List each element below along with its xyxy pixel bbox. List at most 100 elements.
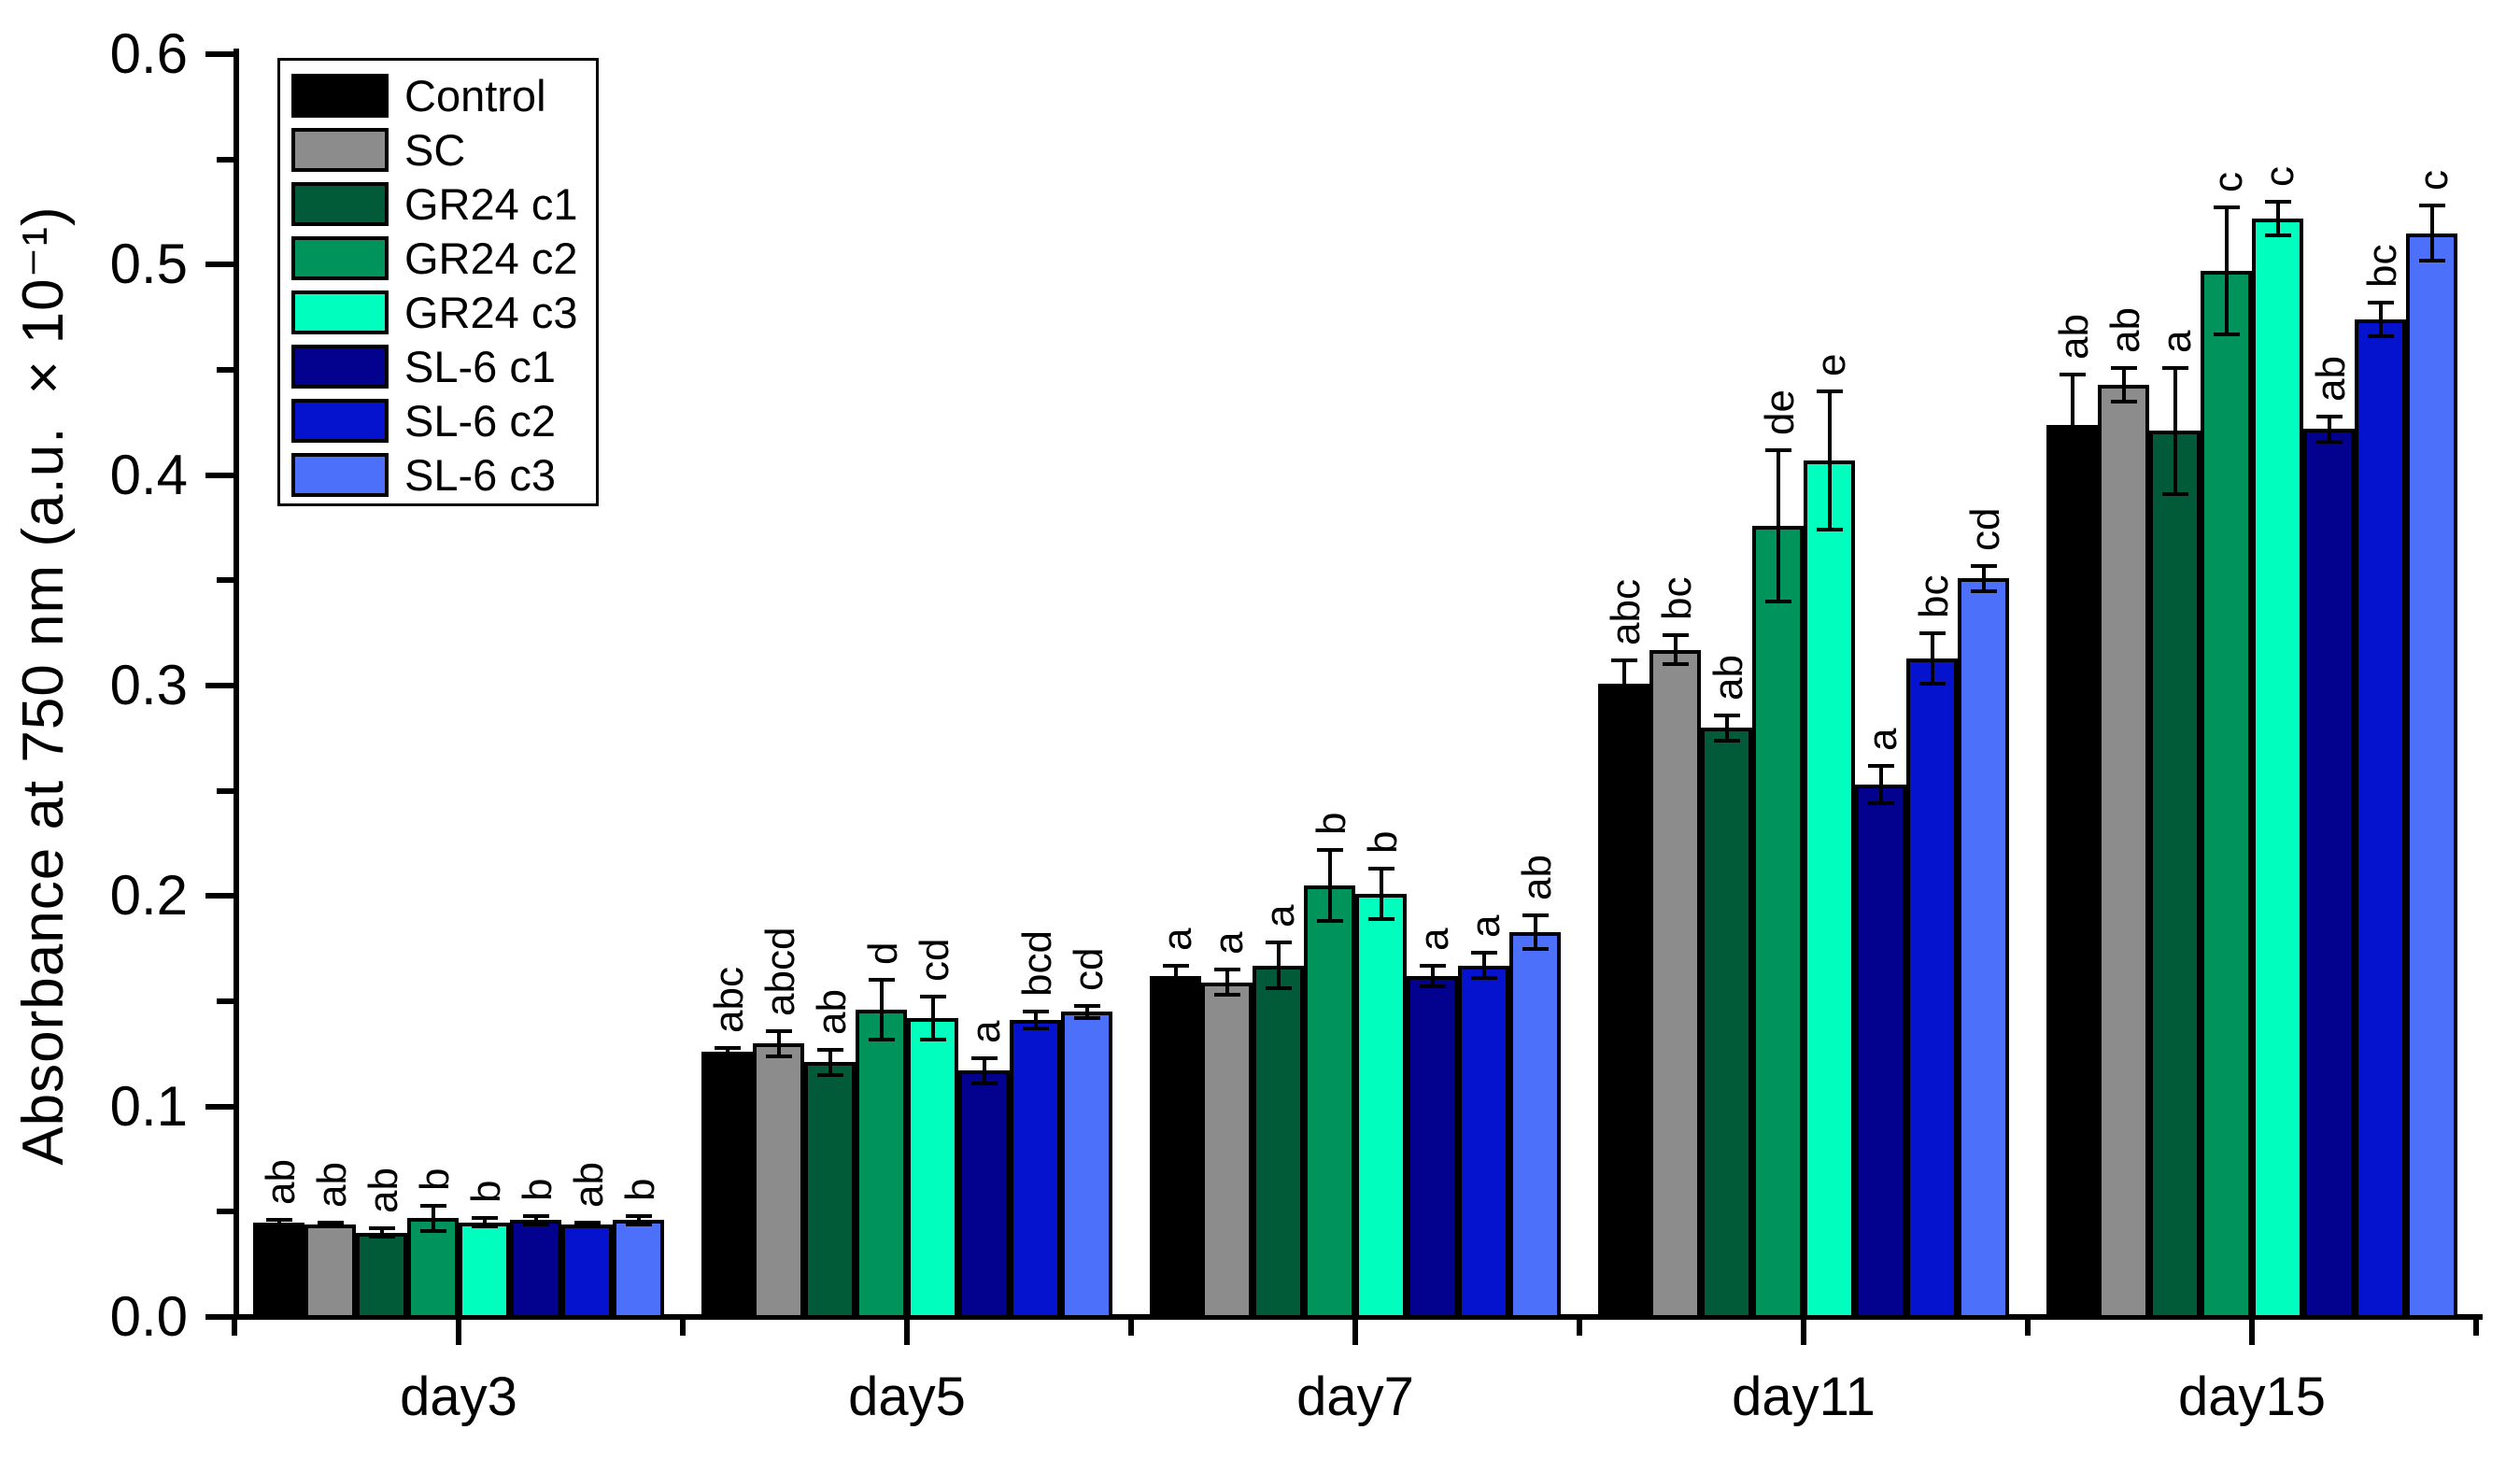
bar-sc-day15: [2098, 384, 2149, 1319]
x-group-label: day5: [848, 1366, 966, 1427]
error-bar-stem: [1776, 449, 1780, 602]
y-tick-label: 0.0: [109, 1285, 188, 1348]
error-bar-stem: [636, 1215, 641, 1224]
error-bar-stem: [1724, 715, 1729, 741]
error-bar-cap-top: [625, 1213, 652, 1218]
bar-gr24-c3-day3: [459, 1222, 510, 1319]
legend-item-sl-6-c2: SL-6 c2: [280, 393, 596, 447]
error-bar-cap-bottom: [2161, 491, 2188, 496]
error-bar-cap-top: [868, 978, 895, 983]
error-bar-cap-bottom: [1970, 588, 1997, 593]
significance-letter: ab: [1705, 654, 1751, 701]
error-bar-stem: [1173, 965, 1178, 987]
error-bar-cap-top: [919, 995, 946, 999]
error-bar-cap-bottom: [1918, 681, 1946, 686]
y-major-tick: [205, 262, 234, 268]
error-bar-cap-bottom: [522, 1222, 549, 1226]
error-bar-cap-bottom: [2110, 399, 2137, 403]
x-boundary-tick: [680, 1317, 686, 1336]
bar-gr24-c2-day11: [1752, 525, 1804, 1319]
significance-letter: b: [514, 1178, 560, 1201]
significance-letter: b: [462, 1180, 509, 1204]
error-bar-cap-bottom: [419, 1228, 446, 1233]
error-bar-stem: [431, 1205, 435, 1231]
error-bar-stem: [930, 997, 935, 1040]
x-major-tick: [456, 1317, 461, 1345]
error-bar-cap-top: [419, 1203, 446, 1208]
bar-gr24-c2-day15: [2201, 271, 2252, 1319]
x-boundary-tick: [2025, 1317, 2031, 1336]
legend-label: SL-6 c3: [404, 449, 556, 500]
significance-letter: c: [2410, 170, 2456, 191]
error-bar-cap-bottom: [714, 1054, 741, 1058]
error-bar-cap-top: [1073, 1003, 1100, 1008]
error-bar-cap-bottom: [1867, 801, 1894, 806]
x-boundary-tick: [2473, 1317, 2479, 1336]
y-minor-tick: [217, 367, 234, 373]
x-group-label: day11: [1732, 1366, 1876, 1427]
bar-gr24-c1-day11: [1701, 728, 1752, 1319]
bar-control-day5: [701, 1052, 753, 1319]
error-bar-cap-top: [2264, 199, 2291, 204]
bar-control-day15: [2046, 424, 2098, 1319]
legend-swatch: [291, 398, 389, 443]
error-bar-cap-top: [522, 1213, 549, 1218]
significance-letter: ab: [360, 1168, 406, 1214]
error-bar-cap-bottom: [368, 1235, 395, 1239]
y-major-tick: [205, 683, 234, 688]
error-bar-cap-bottom: [1316, 919, 1343, 924]
y-minor-tick: [217, 787, 234, 794]
legend-label: Control: [404, 70, 546, 120]
error-bar-stem: [1430, 965, 1435, 987]
bar-control-day11: [1598, 683, 1649, 1319]
error-bar-cap-bottom: [2367, 333, 2394, 338]
error-bar-cap-bottom: [573, 1224, 601, 1229]
significance-letter: e: [1807, 353, 1854, 376]
error-bar-stem: [1225, 970, 1229, 996]
error-bar-cap-bottom: [970, 1081, 998, 1085]
x-boundary-tick: [1128, 1317, 1134, 1336]
error-bar-cap-bottom: [1162, 984, 1189, 989]
bar-sl-6-c2-day15: [2355, 318, 2406, 1319]
bar-sl-6-c1-day11: [1855, 784, 1906, 1319]
y-major-tick: [205, 51, 234, 57]
significance-letter: a: [2153, 330, 2200, 353]
legend-item-gr24-c1: GR24 c1: [280, 177, 596, 231]
error-bar-cap-bottom: [1816, 528, 1843, 532]
significance-letter: a: [1154, 927, 1200, 951]
significance-letter: bc: [1653, 576, 1700, 620]
bar-gr24-c3-day15: [2252, 218, 2303, 1319]
legend-swatch: [291, 344, 389, 389]
bar-sl-6-c3-day7: [1509, 931, 1561, 1319]
error-bar-cap-top: [714, 1045, 741, 1050]
error-bar-cap-top: [317, 1220, 344, 1224]
error-bar-cap-bottom: [1610, 704, 1637, 709]
bar-sl-6-c2-day5: [1010, 1020, 1061, 1319]
error-bar-stem: [1276, 941, 1281, 989]
bar-sl-6-c3-day11: [1958, 578, 2009, 1319]
legend-item-sl-6-c3: SL-6 c3: [280, 447, 596, 502]
x-boundary-tick: [232, 1317, 237, 1336]
significance-letter: a: [1256, 904, 1303, 927]
error-bar-stem: [1033, 1012, 1038, 1029]
error-bar-cap-bottom: [317, 1224, 344, 1229]
bar-gr24-c3-day11: [1804, 460, 1855, 1319]
error-bar-stem: [1827, 390, 1832, 531]
error-bar-cap-bottom: [471, 1224, 498, 1229]
significance-letter: b: [1359, 830, 1406, 855]
error-bar-stem: [776, 1030, 781, 1056]
error-bar-cap-top: [1470, 951, 1497, 955]
error-bar-cap-bottom: [1367, 917, 1394, 922]
significance-letter: b: [411, 1168, 458, 1191]
error-bar-cap-top: [471, 1216, 498, 1221]
error-bar-stem: [276, 1220, 281, 1224]
error-bar-cap-bottom: [1022, 1026, 1049, 1031]
significance-letter: b: [1308, 812, 1354, 835]
x-major-tick: [2249, 1317, 2255, 1345]
y-major-tick: [205, 1314, 234, 1320]
error-bar-stem: [2121, 367, 2126, 402]
error-bar-cap-top: [1213, 968, 1240, 972]
error-bar-stem: [379, 1228, 384, 1238]
error-bar-cap-bottom: [1265, 986, 1292, 991]
